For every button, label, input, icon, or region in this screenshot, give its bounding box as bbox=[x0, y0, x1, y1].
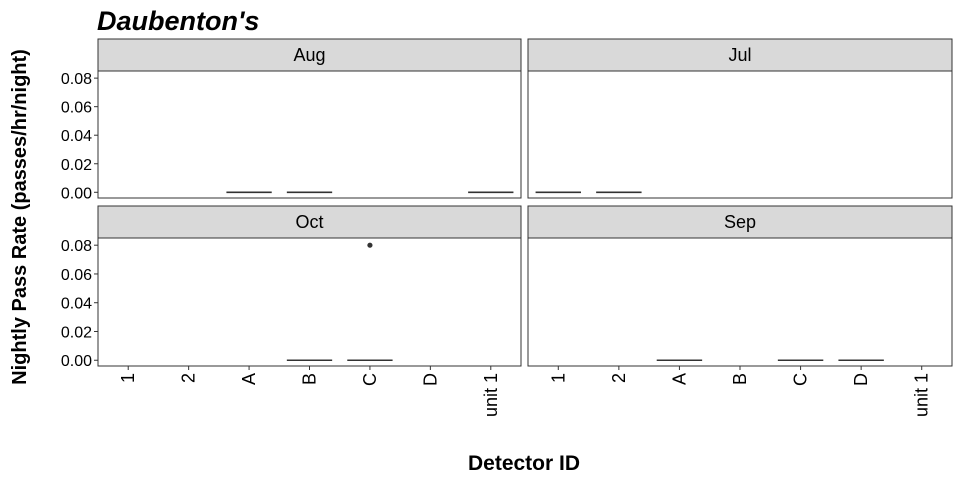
x-tick-label: 1 bbox=[118, 373, 138, 383]
x-tick-label: C bbox=[360, 373, 380, 386]
y-tick-label: 0.02 bbox=[61, 157, 92, 174]
x-tick-label: unit 1 bbox=[481, 373, 501, 417]
y-tick-label: 0.04 bbox=[61, 128, 92, 145]
facet-label: Sep bbox=[724, 212, 756, 232]
y-tick-label: 0.08 bbox=[61, 238, 92, 255]
y-tick-label: 0.00 bbox=[61, 353, 92, 370]
y-tick-label: 0.08 bbox=[61, 71, 92, 88]
x-tick-label: A bbox=[669, 373, 689, 385]
x-axis-title: Detector ID bbox=[468, 452, 580, 475]
facet-panel-aug: Aug 0.00 0.02 0.04 0.06 0.08 bbox=[61, 38, 522, 202]
x-tick-label: B bbox=[300, 373, 320, 385]
facet-panel-jul: Jul bbox=[527, 38, 953, 199]
x-tick-label: A bbox=[239, 373, 259, 385]
panel-border bbox=[527, 70, 953, 199]
x-tick-label: 2 bbox=[609, 373, 629, 383]
x-tick-label: D bbox=[420, 373, 440, 386]
facet-strip bbox=[97, 38, 522, 72]
x-tick-label: 1 bbox=[548, 373, 568, 383]
y-tick-label: 0.06 bbox=[61, 100, 92, 117]
y-tick-label: 0.02 bbox=[61, 324, 92, 341]
chart-title: Daubenton's bbox=[97, 6, 259, 36]
facet-label: Jul bbox=[728, 45, 751, 65]
facet-strip bbox=[527, 205, 953, 239]
y-tick-label: 0.00 bbox=[61, 185, 92, 202]
x-tick-label: 2 bbox=[179, 373, 199, 383]
x-tick-label: B bbox=[730, 373, 750, 385]
y-tick-label: 0.06 bbox=[61, 267, 92, 284]
panel-border bbox=[97, 237, 522, 367]
x-tick-label: C bbox=[791, 373, 811, 386]
y-axis-title: Nightly Pass Rate (passes/hr/night) bbox=[9, 49, 31, 385]
x-tick-label: unit 1 bbox=[912, 373, 932, 417]
panel-border bbox=[527, 237, 953, 367]
facet-label: Aug bbox=[293, 45, 325, 65]
outlier-point bbox=[367, 242, 373, 248]
x-tick-label: D bbox=[851, 373, 871, 386]
facet-label: Oct bbox=[295, 212, 323, 232]
panel-border bbox=[97, 70, 522, 199]
y-tick-label: 0.04 bbox=[61, 296, 92, 313]
